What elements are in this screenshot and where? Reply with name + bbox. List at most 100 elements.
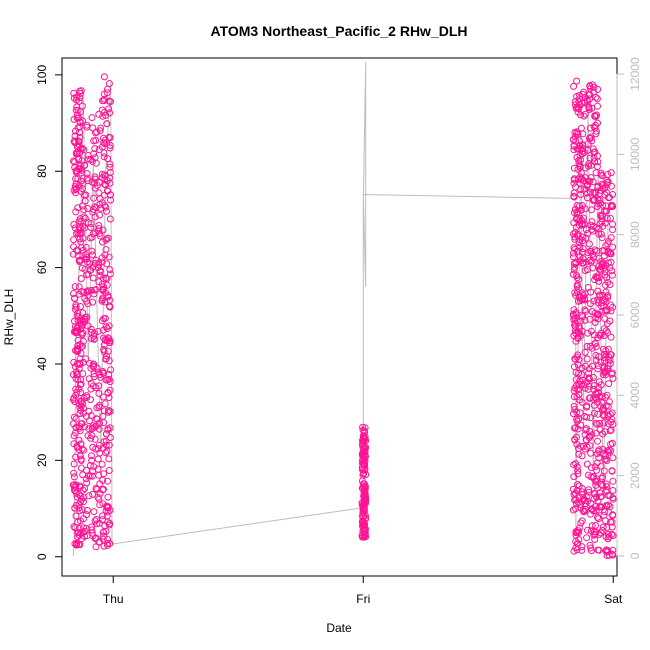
data-point xyxy=(591,148,599,156)
data-point xyxy=(80,206,88,214)
data-point xyxy=(89,230,97,238)
data-point xyxy=(107,191,114,199)
data-point xyxy=(574,467,582,475)
data-point xyxy=(608,409,616,417)
data-point xyxy=(73,493,81,501)
data-point xyxy=(609,532,617,539)
x-axis-bottom: Thu Fri Sat xyxy=(103,575,623,606)
data-point xyxy=(72,180,80,188)
data-point xyxy=(569,270,577,278)
data-point xyxy=(98,174,106,182)
data-point xyxy=(595,515,602,523)
data-point xyxy=(73,150,80,158)
data-point xyxy=(83,258,91,266)
data-point xyxy=(587,527,595,535)
data-point xyxy=(608,202,616,210)
data-point xyxy=(604,292,612,300)
data-point xyxy=(585,394,593,402)
data-point xyxy=(604,278,612,286)
data-point xyxy=(574,247,581,255)
data-point xyxy=(589,197,597,205)
data-point xyxy=(578,398,586,406)
data-point xyxy=(100,346,108,353)
data-point xyxy=(88,178,96,186)
data-point xyxy=(572,223,580,231)
data-point xyxy=(81,214,89,222)
data-point xyxy=(103,512,111,520)
data-point xyxy=(75,138,83,146)
data-point xyxy=(71,132,79,140)
data-point xyxy=(599,430,607,438)
data-point xyxy=(603,274,611,282)
data-point xyxy=(87,220,95,227)
data-point xyxy=(604,171,612,178)
data-point xyxy=(106,169,114,176)
data-point xyxy=(570,164,578,172)
data-point xyxy=(70,469,78,477)
data-point xyxy=(80,213,88,221)
data-point xyxy=(586,134,593,142)
data-point xyxy=(586,82,594,90)
data-point xyxy=(104,425,112,433)
data-point xyxy=(593,466,600,474)
data-point xyxy=(597,529,605,537)
data-point xyxy=(102,274,110,282)
data-point xyxy=(573,433,580,441)
data-point xyxy=(584,526,591,534)
data-point xyxy=(90,150,98,158)
data-point xyxy=(581,295,589,303)
data-point xyxy=(74,247,82,255)
data-point xyxy=(571,406,579,413)
y-tick-label: 0 xyxy=(35,553,49,560)
data-point xyxy=(94,327,102,335)
data-point xyxy=(605,380,613,388)
data-point xyxy=(595,274,603,282)
data-point xyxy=(596,419,604,427)
data-point xyxy=(99,134,107,142)
data-point xyxy=(606,214,614,222)
data-point xyxy=(92,204,100,212)
data-point xyxy=(359,502,367,510)
data-point xyxy=(362,525,369,533)
data-point xyxy=(90,508,98,516)
data-point xyxy=(595,225,603,232)
data-point xyxy=(72,489,80,497)
data-point xyxy=(106,134,114,142)
data-point xyxy=(591,189,599,197)
data-point xyxy=(100,485,107,493)
data-point xyxy=(104,389,112,397)
data-point xyxy=(70,236,78,244)
data-point xyxy=(79,486,87,494)
data-point xyxy=(591,490,599,498)
data-point xyxy=(100,153,108,161)
data-point xyxy=(581,290,589,298)
data-point xyxy=(81,532,88,540)
data-point xyxy=(570,461,578,469)
data-point xyxy=(70,460,78,468)
data-point xyxy=(361,532,369,540)
data-point xyxy=(88,456,96,464)
data-point xyxy=(86,462,94,469)
data-point xyxy=(570,82,578,90)
data-point xyxy=(569,410,577,418)
data-point xyxy=(601,268,609,275)
data-point xyxy=(578,233,586,241)
data-point xyxy=(106,179,114,187)
data-point xyxy=(103,260,111,268)
data-point xyxy=(582,307,590,315)
data-point xyxy=(576,202,584,210)
data-point xyxy=(99,326,107,334)
data-point xyxy=(104,234,112,242)
data-point xyxy=(99,444,107,452)
data-point xyxy=(603,487,611,494)
data-point xyxy=(597,230,605,238)
data-point xyxy=(578,452,586,460)
data-point xyxy=(583,413,591,421)
data-point xyxy=(573,77,581,85)
data-point xyxy=(72,385,80,393)
data-point xyxy=(607,418,615,426)
data-point xyxy=(581,316,589,324)
data-point xyxy=(575,536,583,543)
data-point xyxy=(72,453,80,461)
